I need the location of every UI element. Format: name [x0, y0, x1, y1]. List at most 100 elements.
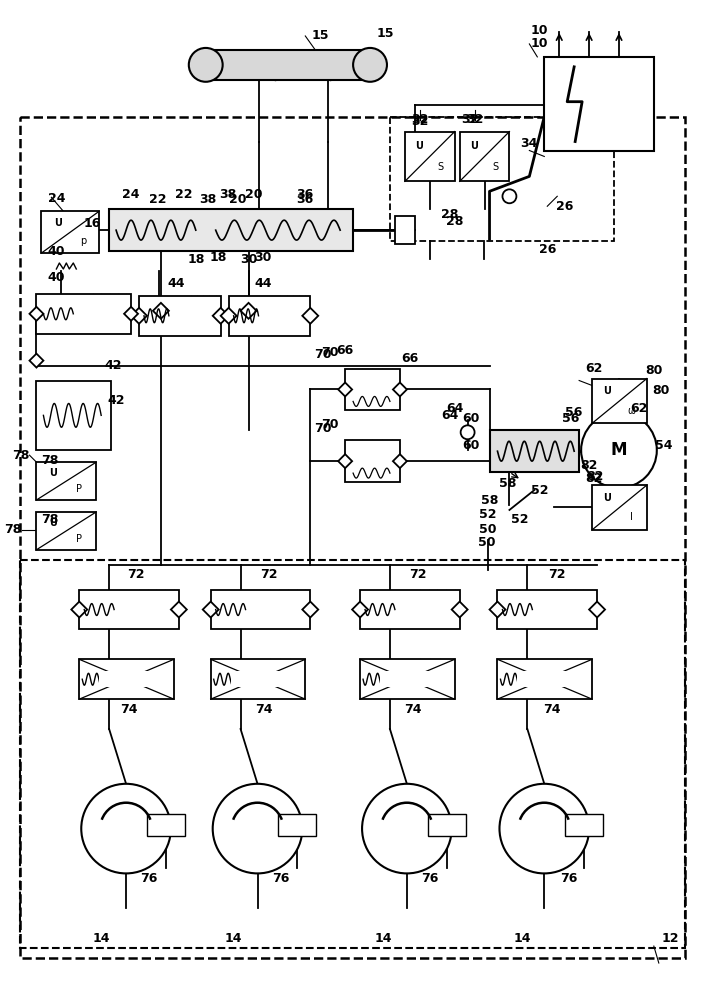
Circle shape — [353, 48, 387, 82]
Text: 15: 15 — [312, 29, 329, 42]
Text: 82: 82 — [585, 472, 603, 485]
Text: 74: 74 — [255, 703, 272, 716]
Circle shape — [581, 412, 657, 488]
Text: 42: 42 — [107, 394, 125, 407]
Text: 76: 76 — [271, 872, 289, 885]
Text: S: S — [492, 162, 498, 172]
Text: 60: 60 — [462, 412, 479, 425]
Text: 14: 14 — [225, 932, 243, 945]
Text: 14: 14 — [92, 932, 110, 945]
Polygon shape — [131, 308, 147, 324]
Bar — [79, 590, 179, 629]
Text: 22: 22 — [149, 193, 166, 206]
Text: 18: 18 — [210, 251, 228, 264]
Text: 15: 15 — [376, 27, 393, 40]
Bar — [592, 379, 647, 423]
Text: 80: 80 — [645, 364, 663, 377]
Text: 36: 36 — [297, 188, 314, 201]
Text: 16: 16 — [84, 217, 102, 230]
Text: 28: 28 — [441, 208, 458, 221]
Text: 30: 30 — [240, 253, 257, 266]
Text: 24: 24 — [122, 188, 140, 201]
Text: U: U — [603, 493, 611, 503]
Text: p: p — [80, 236, 86, 246]
Bar — [20, 560, 685, 948]
Bar — [345, 440, 400, 482]
Bar — [498, 590, 597, 629]
Bar — [395, 216, 415, 244]
Text: 52: 52 — [531, 484, 548, 497]
Bar — [228, 296, 310, 336]
Text: 10: 10 — [531, 37, 548, 50]
Polygon shape — [352, 602, 368, 617]
Text: M: M — [611, 441, 627, 459]
Polygon shape — [30, 307, 44, 321]
Text: 66: 66 — [336, 344, 354, 357]
Polygon shape — [221, 308, 237, 324]
Circle shape — [213, 784, 302, 873]
Text: 10: 10 — [531, 24, 548, 37]
Text: ω: ω — [627, 406, 636, 416]
Bar — [360, 590, 460, 629]
Text: 50: 50 — [478, 536, 496, 549]
Text: 72: 72 — [128, 568, 145, 581]
Polygon shape — [213, 308, 228, 324]
Bar — [405, 132, 455, 181]
Circle shape — [81, 784, 171, 873]
Text: 74: 74 — [121, 703, 137, 716]
Text: 26: 26 — [539, 243, 556, 256]
Text: 32: 32 — [411, 115, 429, 128]
Text: U: U — [415, 141, 423, 151]
Text: 72: 72 — [548, 568, 566, 581]
Text: 78: 78 — [41, 454, 58, 467]
Polygon shape — [153, 303, 169, 319]
Polygon shape — [452, 602, 467, 617]
Bar — [360, 659, 455, 699]
Text: 26: 26 — [556, 200, 573, 213]
Bar — [206, 50, 370, 80]
Bar — [544, 57, 654, 151]
Bar — [147, 814, 185, 836]
Text: 20: 20 — [229, 193, 246, 206]
Polygon shape — [393, 454, 407, 468]
Polygon shape — [203, 602, 219, 617]
Text: S: S — [438, 162, 443, 172]
Text: 24: 24 — [48, 192, 65, 205]
Bar — [37, 462, 96, 500]
Text: 54: 54 — [655, 439, 673, 452]
Text: 70: 70 — [314, 348, 332, 361]
Bar — [37, 512, 96, 550]
Bar — [211, 659, 305, 699]
Polygon shape — [589, 602, 605, 617]
Text: 82: 82 — [580, 459, 598, 472]
Bar — [79, 659, 174, 699]
Text: 18: 18 — [187, 253, 204, 266]
Text: 12: 12 — [662, 932, 680, 945]
Bar — [211, 590, 310, 629]
Text: 34: 34 — [521, 137, 538, 150]
Text: 52: 52 — [510, 513, 528, 526]
Text: 66: 66 — [401, 352, 419, 365]
Text: 70: 70 — [314, 422, 332, 435]
Text: 72: 72 — [409, 568, 427, 581]
Circle shape — [189, 48, 223, 82]
Text: 76: 76 — [421, 872, 439, 885]
Text: 20: 20 — [245, 188, 262, 201]
Polygon shape — [302, 602, 318, 617]
Text: U: U — [54, 218, 61, 228]
Text: 64: 64 — [446, 402, 463, 415]
Text: U: U — [470, 141, 477, 151]
Text: 62: 62 — [585, 362, 603, 375]
Text: 74: 74 — [404, 703, 422, 716]
Text: 76: 76 — [560, 872, 578, 885]
Text: 14: 14 — [374, 932, 392, 945]
Bar — [498, 659, 592, 699]
Polygon shape — [302, 308, 318, 324]
Text: 74: 74 — [544, 703, 561, 716]
Bar — [42, 211, 99, 253]
Text: 64: 64 — [441, 409, 458, 422]
Text: 56: 56 — [563, 412, 580, 425]
Text: 44: 44 — [167, 277, 185, 290]
Bar — [460, 132, 510, 181]
Bar — [37, 294, 131, 334]
